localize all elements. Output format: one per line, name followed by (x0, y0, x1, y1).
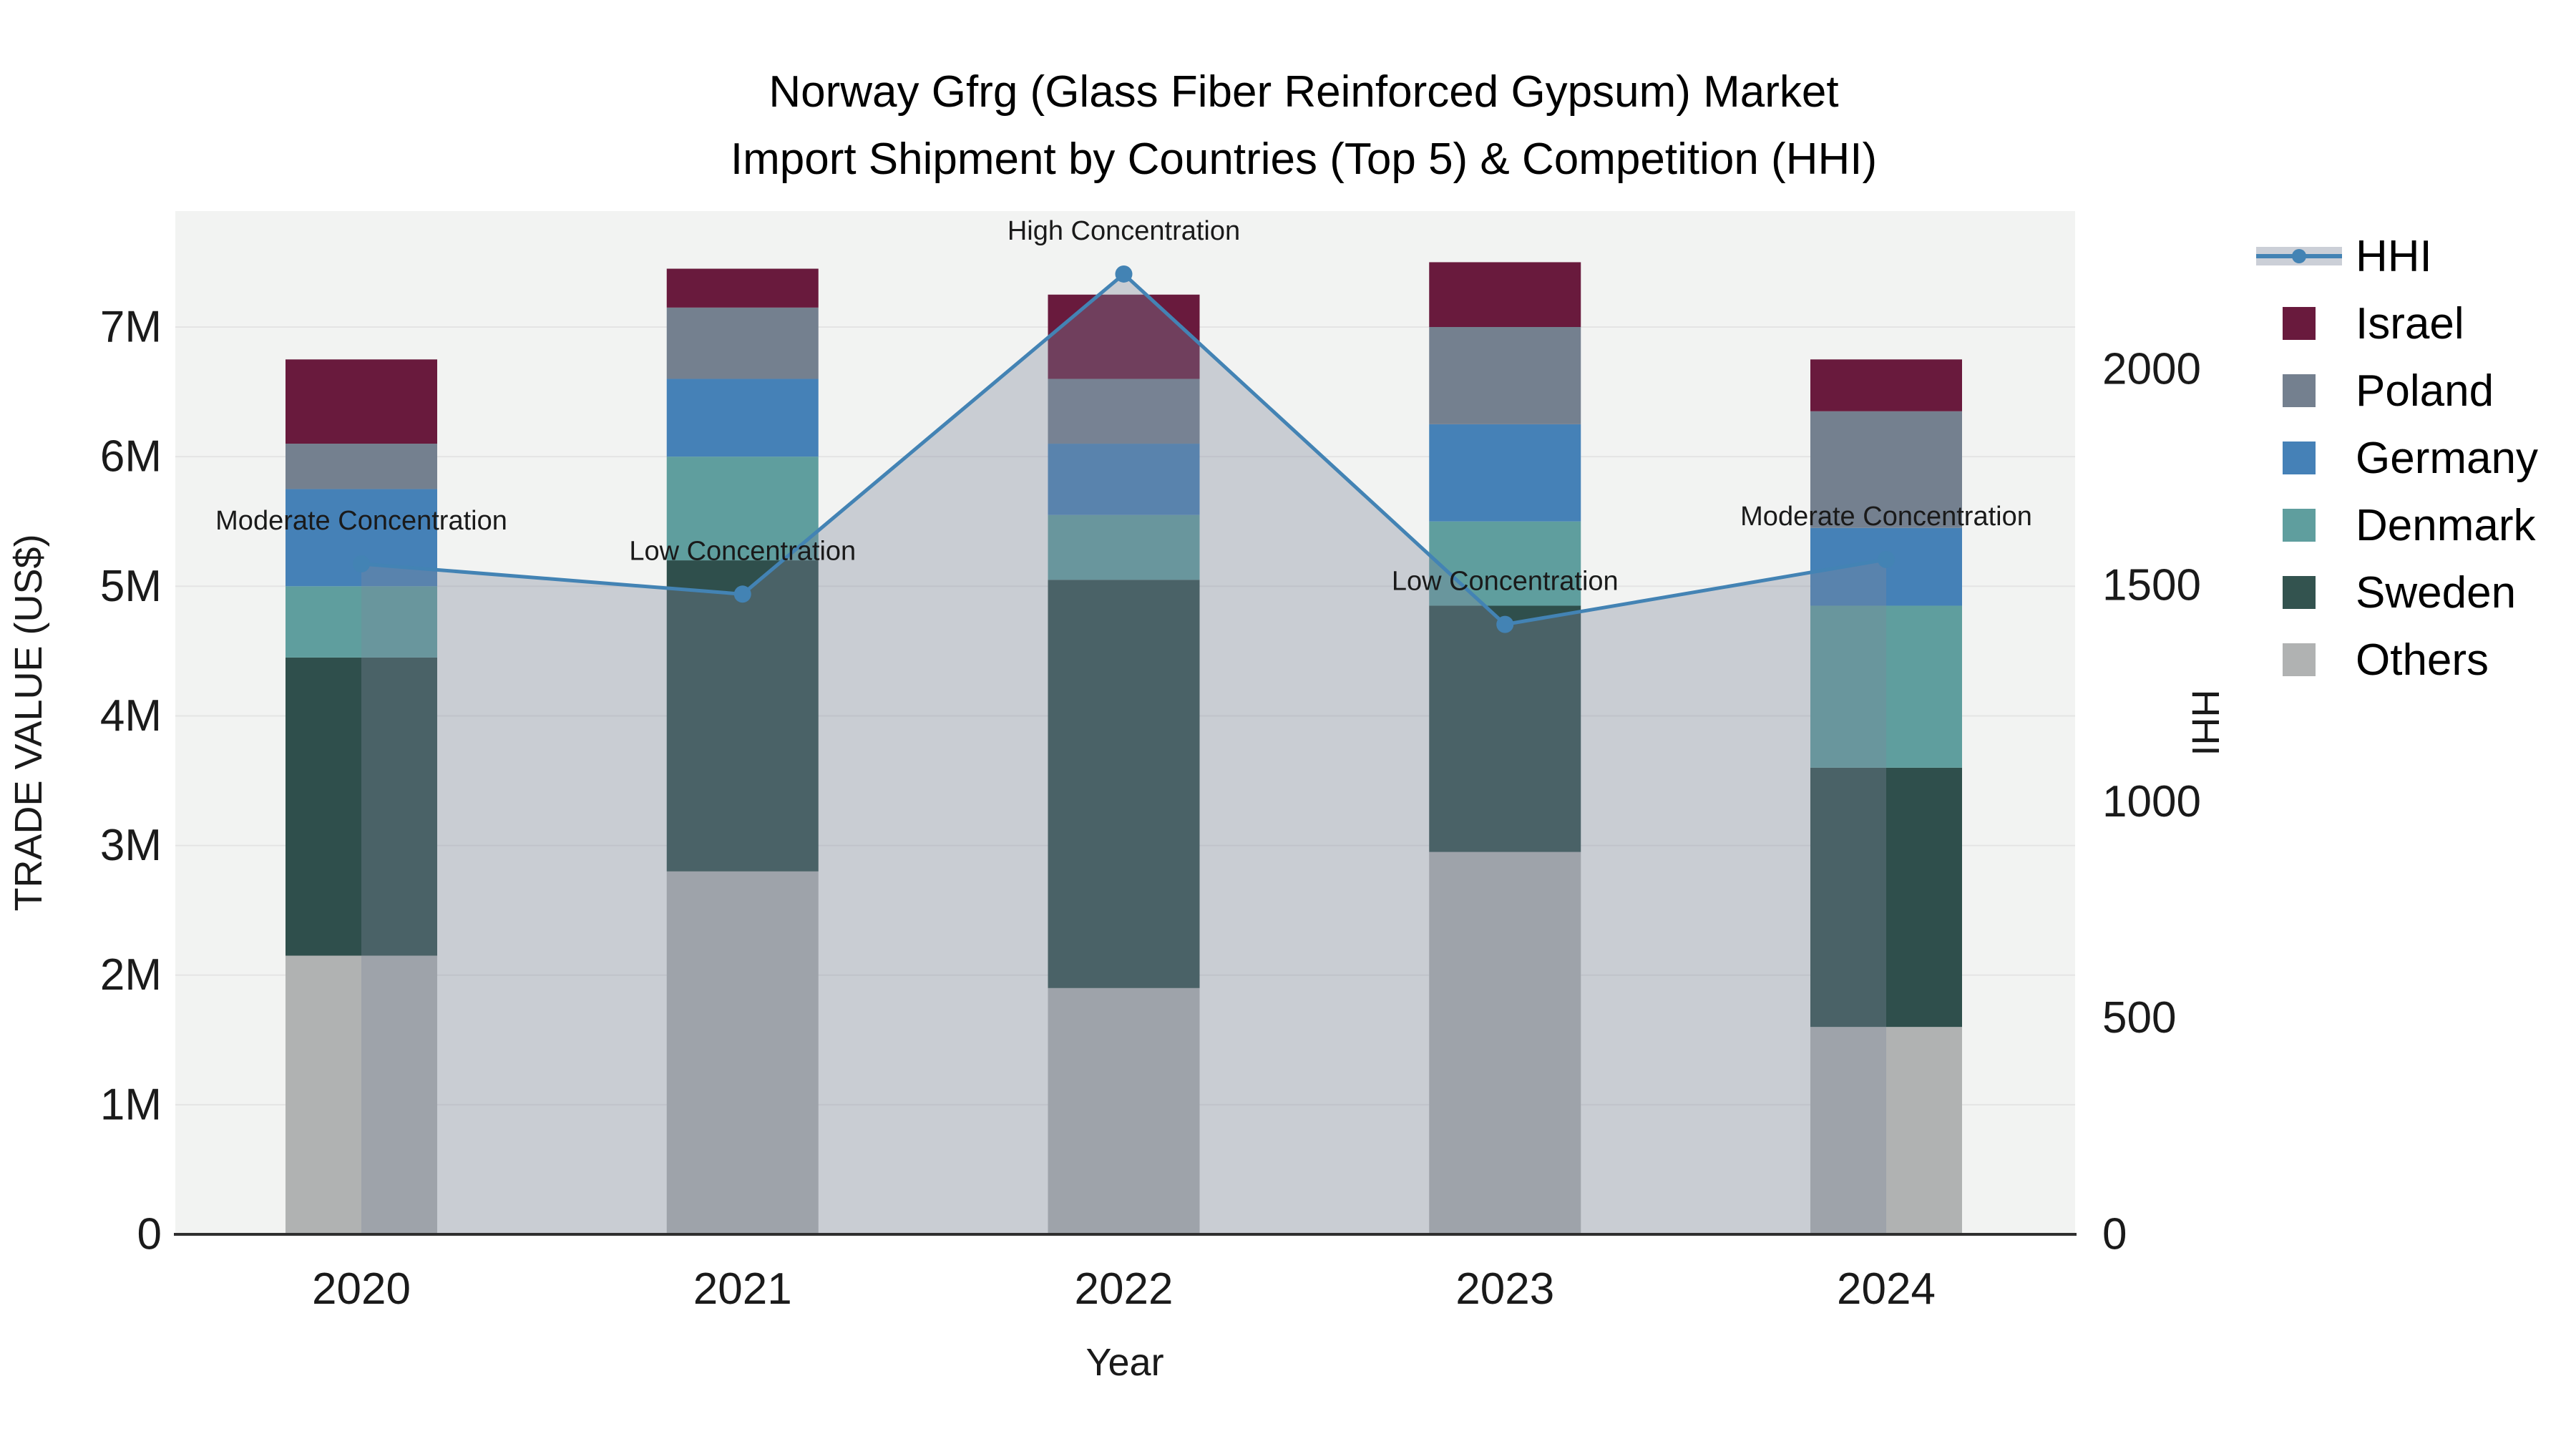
annotation-layer: Moderate Concentration Low Concentration H… (215, 216, 2032, 597)
bar-segment-israel-2022 (1048, 294, 1200, 379)
bar-segment-israel-2024 (1810, 359, 1962, 411)
annotation-2023: Low Concentration (1392, 567, 1619, 597)
bar-segment-germany-2021 (666, 379, 819, 457)
denmark-color-swatch (2283, 509, 2316, 542)
bar-segment-others-2024 (1810, 1027, 1962, 1234)
bar-segment-poland-2020 (286, 444, 437, 489)
bar-segment-sweden-2023 (1429, 605, 1581, 852)
bar-segment-denmark-2023 (1429, 521, 1581, 606)
legend-swatch-icon (2253, 374, 2346, 407)
bar-segment-germany-2022 (1048, 444, 1200, 515)
y-axis-title-right: HHI (2184, 690, 2227, 756)
y-left-tick-label: 3M (100, 821, 162, 870)
legend-item-poland[interactable]: Poland (2253, 366, 2538, 416)
legend-label: HHI (2356, 231, 2432, 281)
legend-swatch-icon (2253, 509, 2346, 542)
chart-title-line1: Norway Gfrg (Glass Fiber Reinforced Gyps… (769, 67, 1839, 117)
hhi-marker-2020 (353, 555, 370, 572)
bar-segment-others-2021 (666, 871, 819, 1234)
legend-item-sweden[interactable]: Sweden (2253, 568, 2538, 618)
y-left-tick-label: 4M (100, 691, 162, 741)
annotation-2022: High Concentration (1008, 216, 1240, 246)
y-left-tick-label: 0 (137, 1210, 162, 1259)
bar-segment-denmark-2021 (666, 457, 819, 561)
annotation-2020: Moderate Concentration (215, 506, 507, 536)
x-tick-label: 2022 (1075, 1264, 1174, 1314)
legend-swatch-icon (2253, 576, 2346, 609)
legend-label: Denmark (2356, 500, 2536, 550)
bar-segment-sweden-2021 (666, 560, 819, 872)
y-axis-title-left: TRADE VALUE (US$) (7, 534, 50, 911)
bar-segment-poland-2023 (1429, 327, 1581, 424)
legend-item-others[interactable]: Others (2253, 635, 2538, 685)
bar-segment-poland-2021 (666, 307, 819, 379)
poland-color-swatch (2283, 374, 2316, 407)
others-color-swatch (2283, 643, 2316, 676)
bar-segment-denmark-2024 (1810, 605, 1962, 768)
y-left-tick-label: 2M (100, 950, 162, 1000)
y-left-tick-label: 5M (100, 562, 162, 611)
x-tick-label: 2021 (693, 1264, 792, 1314)
chart-title-line2: Import Shipment by Countries (Top 5) & C… (730, 135, 1878, 184)
y-left-tick-label: 7M (100, 303, 162, 352)
annotation-2021: Low Concentration (629, 536, 856, 566)
legend-swatch-icon (2253, 643, 2346, 676)
bar-segment-others-2020 (286, 955, 437, 1234)
hhi-area-layer (361, 273, 1886, 1235)
y-right-tick-label: 1500 (2102, 561, 2201, 610)
bar-segment-others-2023 (1429, 852, 1581, 1234)
legend-item-denmark[interactable]: Denmark (2253, 501, 2538, 550)
legend-label: Israel (2356, 298, 2464, 348)
x-axis-title: Year (1085, 1341, 1163, 1384)
bar-segment-poland-2024 (1810, 411, 1962, 528)
legend-swatch-icon (2253, 307, 2346, 340)
hhi-marker-sample (2292, 249, 2306, 263)
x-tick-label: 2023 (1455, 1264, 1554, 1314)
hhi-marker-2024 (1878, 550, 1895, 568)
legend-item-hhi[interactable]: HHI (2253, 232, 2538, 281)
annotation-2024: Moderate Concentration (1740, 502, 2032, 532)
legend-item-israel[interactable]: Israel (2253, 299, 2538, 348)
hhi-area-fill (361, 273, 1886, 1235)
chart-title: Norway Gfrg (Glass Fiber Reinforced Gyps… (731, 59, 1877, 193)
x-tick-label: 2024 (1837, 1264, 1936, 1314)
legend-label: Others (2356, 635, 2489, 685)
bar-segment-others-2022 (1048, 987, 1200, 1234)
y-right-tick-label: 0 (2102, 1210, 2127, 1259)
legend-label: Germany (2356, 433, 2538, 483)
tick-label-layer: 0 1M 2M 3M 4M 5M 6M 7M 0 500 1000 1500 2000 2020 2021 2… (100, 303, 2201, 1314)
y-right-tick-label: 500 (2102, 993, 2176, 1043)
hhi-line-layer (353, 265, 1895, 633)
y-left-tick-label: 6M (100, 432, 162, 482)
hhi-marker-2023 (1496, 615, 1514, 633)
legend-item-germany[interactable]: Germany (2253, 434, 2538, 483)
hhi-area-sample (2256, 247, 2342, 265)
bar-segment-israel-2023 (1429, 262, 1581, 328)
x-tick-label: 2020 (312, 1264, 411, 1314)
y-right-tick-label: 2000 (2102, 344, 2201, 394)
israel-color-swatch (2283, 307, 2316, 340)
hhi-marker-2022 (1115, 265, 1133, 283)
bar-segment-germany-2023 (1429, 424, 1581, 522)
bar-segment-sweden-2024 (1810, 767, 1962, 1028)
y-left-tick-label: 1M (100, 1080, 162, 1129)
legend-swatch-icon (2253, 441, 2346, 474)
y-right-tick-label: 1000 (2102, 777, 2201, 826)
hhi-marker-2021 (733, 585, 751, 603)
germany-color-swatch (2283, 441, 2316, 474)
bar-segment-israel-2021 (666, 268, 819, 308)
bar-segment-denmark-2022 (1048, 514, 1200, 580)
bar-segment-poland-2022 (1048, 379, 1200, 444)
hhi-line-icon (2253, 247, 2346, 265)
bar-segment-sweden-2020 (286, 657, 437, 956)
bar-segment-sweden-2022 (1048, 580, 1200, 988)
legend-label: Poland (2356, 366, 2494, 416)
sweden-color-swatch (2283, 576, 2316, 609)
legend-label: Sweden (2356, 567, 2517, 618)
bar-segment-israel-2020 (286, 359, 437, 444)
legend: HHI Israel Poland Germany Denmark Sweden Other… (2253, 232, 2538, 685)
bar-segment-denmark-2020 (286, 586, 437, 658)
